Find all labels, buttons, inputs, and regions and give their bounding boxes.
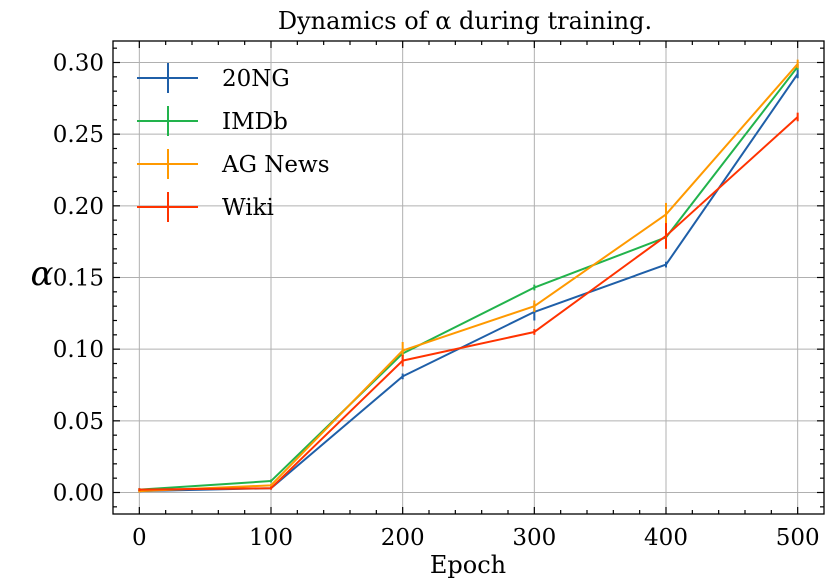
grid [113,41,824,514]
x-tick-label: 400 [644,525,688,551]
y-tick-label: 0.05 [53,409,104,435]
axis-ticks [113,41,824,514]
y-tick-label: 0.00 [53,481,104,507]
y-tick-label: 0.25 [53,122,104,148]
y-tick-label: 0.10 [53,337,104,363]
y-axis-label: α [31,254,54,294]
series-layer [138,59,799,493]
series-line-ag-news [139,63,799,493]
legend: 20NG IMDb AG News Wiki [137,63,330,222]
y-tick-label: 0.20 [53,194,104,220]
chart-title: Dynamics of α during training. [278,7,652,35]
axis-tick-labels: 0 100 200 300 400 500 0.00 0.05 0.10 0.15 0.20 0.25… [53,51,820,552]
series-line-wiki [139,116,799,491]
series-line-20ng [139,73,799,493]
legend-label: IMDb [222,109,288,135]
x-tick-label: 100 [249,525,293,551]
x-axis-label: Epoch [430,551,506,579]
y-tick-label: 0.15 [53,266,104,292]
legend-label: Wiki [222,195,274,221]
series-line-imdb [139,66,799,491]
x-tick-label: 300 [512,525,556,551]
legend-label: 20NG [222,66,290,92]
legend-label: AG News [221,152,330,178]
x-tick-label: 200 [381,525,425,551]
x-tick-label: 500 [776,525,820,551]
x-tick-label: 0 [132,525,147,551]
y-tick-label: 0.30 [53,51,104,77]
